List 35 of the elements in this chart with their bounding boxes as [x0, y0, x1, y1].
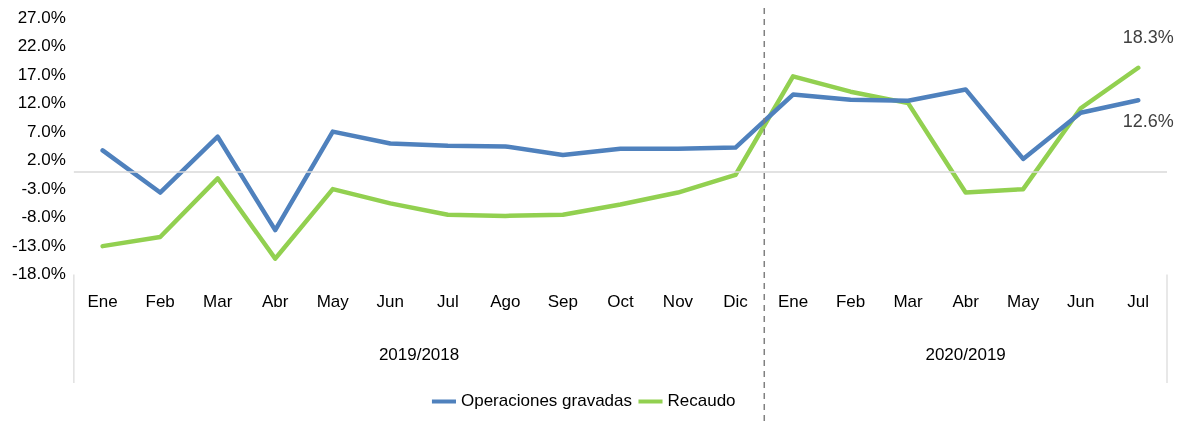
- y-tick-label: -8.0%: [21, 207, 66, 227]
- x-tick-label: Jul: [1127, 292, 1150, 312]
- x-tick-label: Ene: [777, 292, 809, 312]
- x-tick-label: Sep: [547, 292, 579, 312]
- x-tick-label: Mar: [203, 292, 233, 312]
- x-tick-label: Oct: [607, 292, 634, 312]
- x-tick-label: Jul: [436, 292, 459, 312]
- legend-label: Recaudo: [667, 391, 736, 411]
- x-tick-label: Ene: [87, 292, 118, 312]
- y-tick-label: 17.0%: [17, 64, 66, 84]
- y-tick-label: -18.0%: [11, 264, 66, 284]
- y-tick-label: 2.0%: [27, 150, 66, 170]
- x-tick-label: Dic: [723, 292, 749, 312]
- x-tick-label: Nov: [662, 292, 694, 312]
- legend-label: Operaciones gravadas: [460, 391, 632, 411]
- x-tick-label: Feb: [145, 292, 175, 312]
- x-tick-label: Abr: [952, 292, 980, 312]
- x-tick-label: Ago: [490, 292, 521, 312]
- y-tick-label: 12.0%: [17, 93, 66, 113]
- text: 2019/2018: [378, 344, 460, 364]
- data-label: 18.3%: [1122, 26, 1174, 47]
- y-tick-label: 7.0%: [27, 121, 66, 141]
- x-tick-label: Feb: [835, 292, 866, 312]
- x-tick-label: Mar: [893, 292, 924, 312]
- y-tick-label: -13.0%: [11, 235, 66, 255]
- x-tick-label: Jun: [376, 292, 405, 312]
- x-tick-label: May: [316, 292, 350, 312]
- data-label: 12.6%: [1122, 111, 1174, 132]
- y-tick-label: 27.0%: [17, 7, 66, 27]
- x-tick-label: Abr: [262, 292, 289, 312]
- x-tick-label: Jun: [1066, 292, 1095, 312]
- x-tick-label: May: [1007, 292, 1040, 312]
- y-tick-label: -3.0%: [21, 178, 66, 198]
- y-tick-label: 22.0%: [17, 36, 66, 56]
- text: 2020/2019: [925, 344, 1006, 364]
